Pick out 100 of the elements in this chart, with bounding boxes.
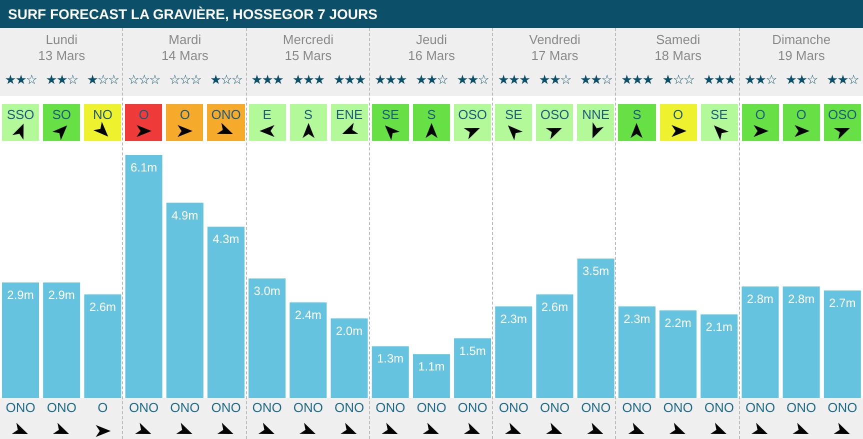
bar (207, 226, 244, 398)
data-label: 4.9m (172, 208, 198, 222)
data-label: 2.1m (706, 320, 732, 334)
text: ★★★ (291, 73, 326, 88)
data-label: 3.5m (582, 264, 610, 278)
x-tick-label: ONO (211, 400, 241, 415)
x-tick-label: ONO (129, 400, 159, 415)
x-tick-label: ONO (6, 400, 36, 415)
text: SE (504, 107, 524, 122)
text: ★★☆ (414, 73, 448, 88)
bar (700, 314, 738, 398)
text: ENE (334, 107, 364, 122)
data-label: 6.1m (130, 160, 158, 175)
text: ★☆☆ (86, 73, 120, 88)
text: Vendredi 17 Mars (528, 32, 582, 64)
x-tick-label: ONO (498, 400, 529, 415)
text: ★★☆ (743, 73, 778, 88)
bar (495, 306, 532, 398)
text: ★★★ (702, 73, 736, 88)
text: ★★☆ (784, 73, 818, 88)
text: E (262, 107, 272, 122)
bar (536, 294, 574, 398)
x-tick-label: ONO (581, 400, 611, 415)
text: Dimanche 19 Mars (771, 32, 832, 64)
data-label: 2.8m (788, 292, 815, 306)
x-tick-label: O (98, 400, 108, 415)
x-tick-label: ONO (540, 400, 570, 415)
bar (290, 302, 327, 398)
bar (330, 318, 368, 398)
text: SE (709, 107, 729, 122)
bar (660, 310, 697, 398)
text: OSO (539, 107, 570, 122)
text: ★☆☆ (661, 73, 696, 88)
data-label: 2.6m (89, 300, 116, 314)
data-label: 1.5m (459, 344, 486, 358)
text: ★☆☆ (209, 73, 243, 88)
text: OSO (457, 107, 488, 122)
data-label: 2.6m (541, 300, 568, 314)
text: ★★★ (332, 73, 366, 88)
text: S (302, 107, 314, 122)
chart-title: SURF FORECAST LA GRAVIÈRE, HOSSEGOR 7 JOURS (0, 0, 863, 28)
text: SO (51, 107, 72, 122)
text: O (754, 107, 766, 122)
text: ★★☆ (4, 73, 38, 88)
x-tick-label: ONO (704, 400, 734, 415)
bar (248, 278, 286, 398)
x-tick-label: ONO (293, 400, 324, 415)
text: O (672, 107, 684, 122)
bar (372, 346, 409, 398)
x-tick-label: ONO (786, 400, 816, 415)
text: ☆☆☆ (126, 73, 161, 88)
x-tick-label: ONO (663, 400, 693, 415)
text: O (178, 107, 191, 122)
text: SSO (6, 107, 36, 122)
text: S (632, 107, 642, 122)
text: NNE (581, 107, 611, 122)
data-label: 3.0m (254, 284, 280, 298)
data-label: 2.3m (624, 312, 650, 326)
text: Mardi 14 Mars (160, 32, 210, 64)
data-label: 2.4m (294, 308, 322, 322)
x-tick-label: ONO (170, 400, 200, 415)
bar (166, 202, 204, 398)
x-tick-label: ONO (458, 400, 488, 415)
bar (618, 306, 656, 398)
bar (824, 290, 861, 398)
data-label: 1.3m (377, 352, 404, 366)
text: ★★☆ (456, 73, 490, 88)
data-label: 2.0m (336, 324, 363, 338)
bar (577, 258, 614, 398)
x-tick-label: ONO (252, 400, 282, 415)
text: Jeudi 16 Mars (407, 32, 456, 64)
text: ★★☆ (538, 73, 572, 88)
text: ★★☆ (825, 73, 860, 88)
text: Mercredi 15 Mars (282, 32, 334, 64)
bar (84, 294, 122, 398)
text: ★★★ (496, 73, 531, 88)
text: ★★★ (373, 73, 408, 88)
text: ☆☆☆ (168, 73, 202, 88)
text: ★★★ (620, 73, 654, 88)
bar (412, 354, 450, 398)
data-label: 2.9m (7, 288, 34, 302)
text: ★★☆ (578, 73, 613, 88)
text: ONO (210, 107, 242, 122)
bar (2, 282, 39, 398)
x-tick-label: ONO (46, 400, 76, 415)
bar (454, 338, 492, 398)
data-label: 2.8m (746, 292, 774, 306)
text: OSO (826, 107, 858, 122)
bar (742, 286, 779, 398)
text: SE (380, 107, 400, 122)
x-tick-label: ONO (416, 400, 446, 415)
x-tick-label: ONO (745, 400, 776, 415)
text: Lundi 13 Mars (37, 32, 86, 64)
x-tick-label: ONO (334, 400, 364, 415)
text: ★★☆ (44, 73, 79, 88)
x-tick-label: ONO (376, 400, 406, 415)
text: O (138, 107, 150, 122)
text: O (795, 107, 808, 122)
data-label: 2.3m (500, 312, 527, 326)
data-label: 2.7m (829, 296, 856, 310)
